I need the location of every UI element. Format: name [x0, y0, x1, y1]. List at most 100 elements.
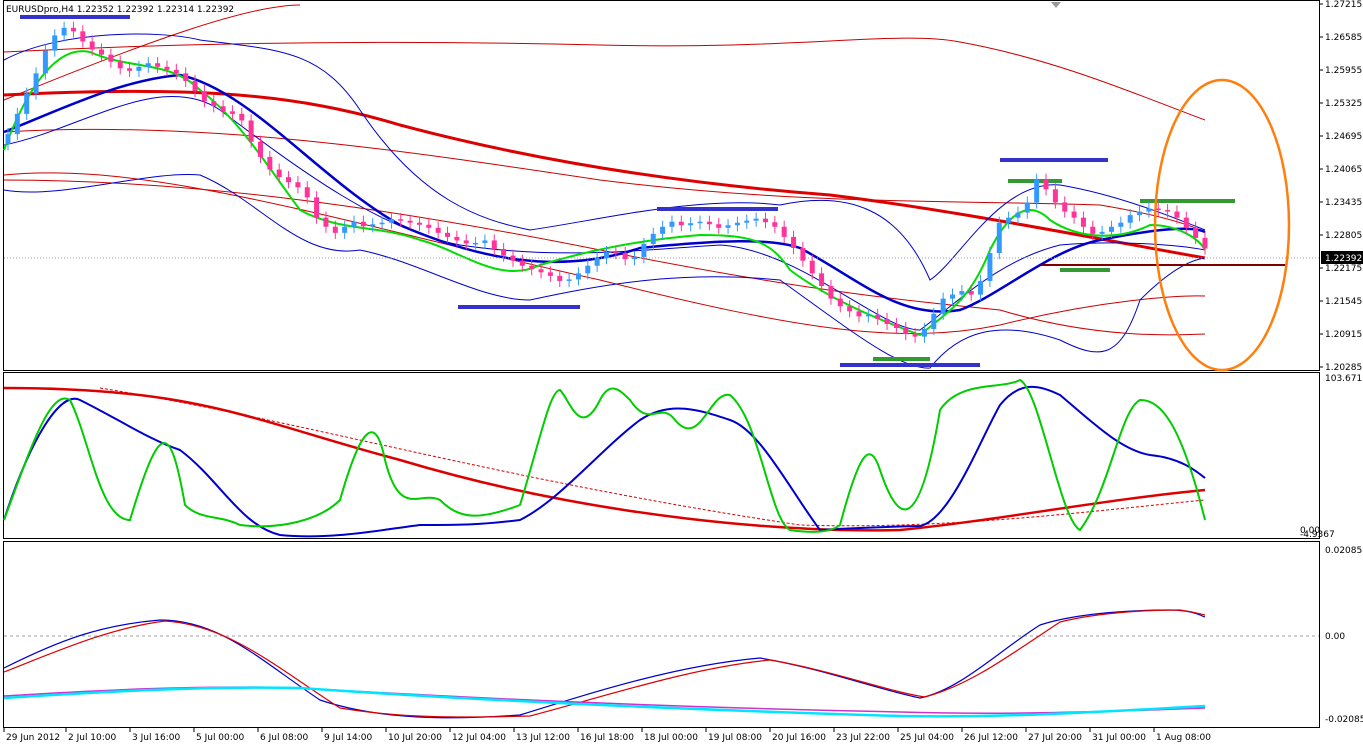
candle-body [697, 221, 703, 224]
candle-body [1015, 212, 1021, 218]
time-tick-label: 6 Jul 08:00 [260, 733, 309, 743]
candle-body [239, 113, 245, 121]
candle-body [24, 93, 30, 114]
candle-body [332, 226, 338, 233]
candle-body [912, 334, 918, 337]
candle-body [865, 314, 871, 317]
candle-body [136, 66, 142, 71]
candle-body [257, 141, 263, 157]
stochastic-tick-label: 0.00 [1300, 526, 1320, 536]
price-axis: 1.27215 1.26585 1.25955 1.25325 1.24695 1.240… [1319, 0, 1362, 373]
candle-body [791, 236, 797, 249]
candle-body [978, 280, 984, 295]
candle-body [183, 73, 189, 81]
candle-body [529, 265, 535, 270]
candle-body [547, 272, 553, 276]
candle-body [229, 111, 235, 114]
time-tick-label: 29 Jun 2012 [6, 733, 60, 743]
stochastic-lines [3, 378, 1206, 538]
time-tick-label: 25 Jul 04:00 [900, 733, 954, 743]
time-tick-label: 1 Aug 08:00 [1156, 733, 1211, 743]
candle-body [473, 242, 479, 245]
stochastic-tick-label: 103.6715 [1325, 374, 1363, 384]
current-price-box [1321, 251, 1363, 264]
candle-body [89, 41, 95, 50]
candle-body [1099, 231, 1105, 234]
candle-body [837, 298, 843, 307]
time-tick-label: 23 Jul 22:00 [836, 733, 890, 743]
candle-body [220, 106, 226, 112]
candle-body [903, 328, 909, 335]
current-price-label: 1.22392 [1325, 254, 1362, 264]
candle-body [875, 314, 881, 319]
candle-body [660, 226, 666, 234]
candle-body [61, 27, 67, 36]
candle-body [1137, 211, 1143, 216]
candle-body [1118, 222, 1124, 227]
candle-body [342, 226, 348, 233]
main-panel[interactable] [3, 0, 1320, 371]
candle-body [314, 197, 320, 218]
candle-body [1155, 208, 1161, 211]
time-tick-label: 27 Jul 20:00 [1028, 733, 1082, 743]
candle-body [127, 68, 133, 71]
candle-body [1183, 217, 1189, 228]
candle-body [669, 221, 675, 227]
candle-body [688, 223, 694, 226]
candle-body [1090, 226, 1096, 234]
price-tick-label: 1.21545 [1325, 297, 1362, 307]
candle-body [594, 258, 600, 266]
candle-body [304, 187, 310, 198]
price-tick-label: 1.25955 [1325, 66, 1362, 76]
time-tick-label: 5 Jul 00:00 [196, 733, 245, 743]
macd-panel[interactable] [3, 541, 1320, 728]
chart-title: EURUSDpro,H4 1.22352 1.22392 1.22314 1.2… [6, 5, 234, 15]
macd-tick-label: 0.00 [1325, 632, 1345, 642]
macd-tick-label: 0.020858 [1325, 546, 1363, 556]
time-tick-label: 26 Jul 12:00 [964, 733, 1018, 743]
candle-body [33, 73, 39, 94]
candle-body [211, 101, 217, 107]
candle-body [856, 311, 862, 317]
candle-body [622, 253, 628, 260]
candle-body [501, 249, 507, 256]
candle-body [192, 80, 198, 92]
candle-body [108, 54, 114, 62]
candle-body [940, 298, 946, 314]
candle-body [781, 226, 787, 237]
candle-body [950, 294, 956, 299]
candle-body [388, 219, 394, 223]
candle-body [931, 313, 937, 330]
candle-body [1062, 202, 1068, 212]
candle-body [996, 222, 1002, 254]
candles [5, 21, 1208, 343]
candle-body [379, 222, 385, 225]
candle-body [641, 243, 647, 258]
candle-body [968, 291, 974, 295]
candle-body [1108, 226, 1114, 232]
time-tick-label: 18 Jul 00:00 [644, 733, 698, 743]
candle-body [416, 222, 422, 225]
candle-body [276, 169, 282, 178]
candle-body [1127, 215, 1133, 223]
candle-body [921, 329, 927, 337]
candle-body [145, 63, 151, 67]
time-tick-label: 31 Jul 00:00 [1092, 733, 1146, 743]
stochastic-panel[interactable] [3, 372, 1320, 539]
candle-body [538, 269, 544, 273]
candle-body [323, 217, 329, 227]
candle-body [678, 221, 684, 226]
candle-body [248, 120, 254, 142]
time-tick-label: 12 Jul 04:00 [452, 733, 506, 743]
scroll-marker-icon [1051, 2, 1061, 8]
candle-body [491, 240, 497, 250]
candle-body [828, 285, 834, 299]
candle-body [5, 134, 11, 145]
candle-body [753, 218, 759, 221]
price-tick-label: 1.24065 [1325, 165, 1362, 175]
macd-lines [3, 609, 1319, 719]
candle-body [1024, 202, 1030, 213]
candle-body [893, 323, 899, 329]
price-tick-label: 1.20915 [1325, 330, 1362, 340]
